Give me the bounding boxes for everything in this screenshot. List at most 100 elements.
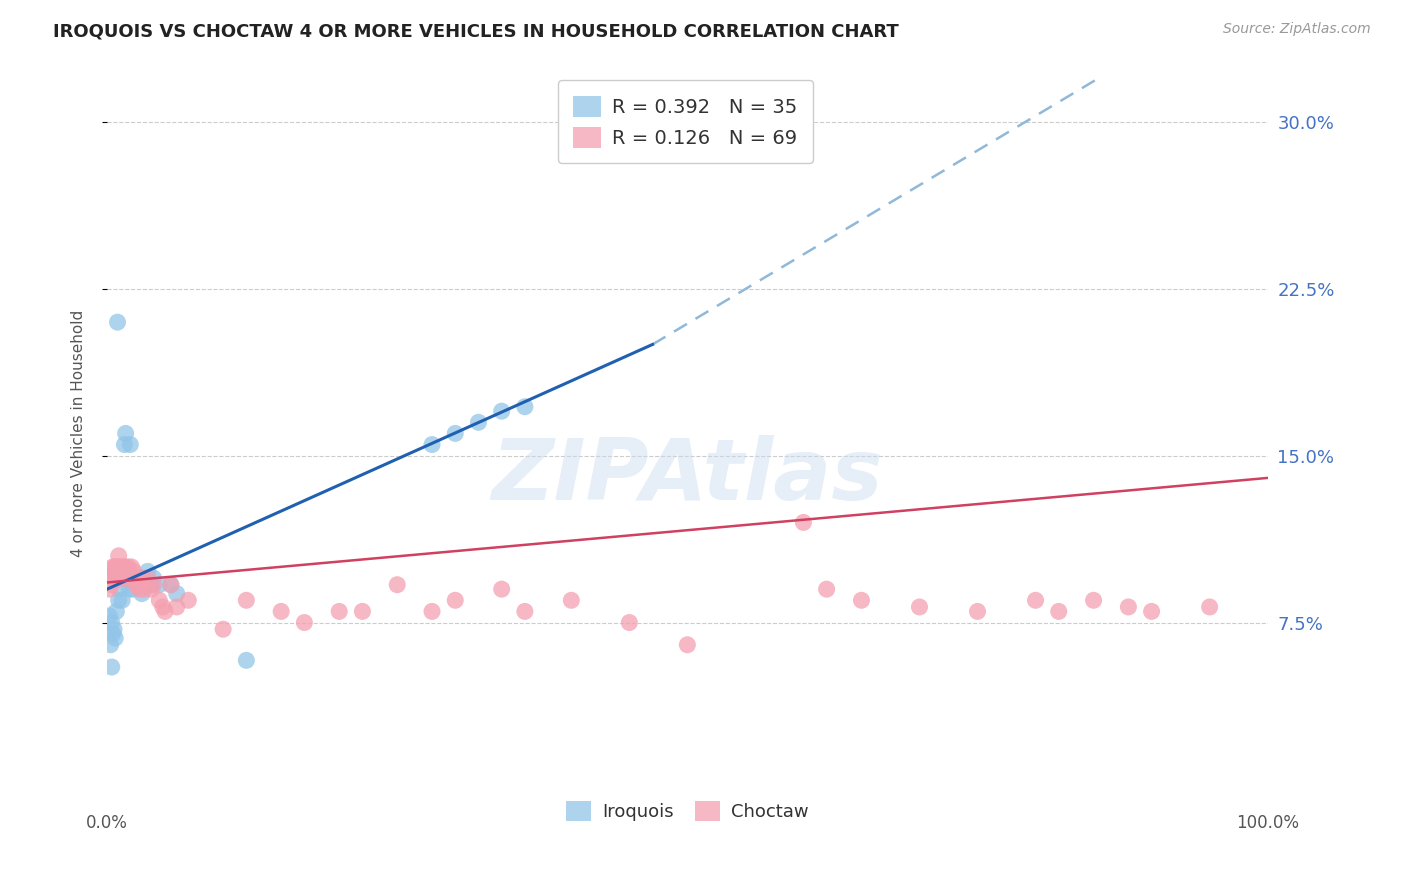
Text: Source: ZipAtlas.com: Source: ZipAtlas.com xyxy=(1223,22,1371,37)
Point xyxy=(153,604,176,618)
Point xyxy=(128,571,150,585)
Y-axis label: 4 or more Vehicles in Household: 4 or more Vehicles in Household xyxy=(72,310,86,557)
Point xyxy=(120,437,142,451)
Point xyxy=(101,571,124,585)
Point xyxy=(104,631,127,645)
Point xyxy=(142,571,165,585)
Point xyxy=(100,660,122,674)
Point xyxy=(815,582,838,596)
Point xyxy=(127,571,149,585)
Point xyxy=(105,604,128,618)
Point xyxy=(114,560,136,574)
Point xyxy=(114,437,136,451)
Point xyxy=(292,615,315,630)
Point xyxy=(444,593,467,607)
Point xyxy=(122,565,145,579)
Point xyxy=(114,560,136,574)
Point xyxy=(270,604,292,618)
Point xyxy=(148,593,170,607)
Point xyxy=(127,578,149,592)
Point xyxy=(1025,593,1047,607)
Point xyxy=(444,426,467,441)
Point xyxy=(110,571,132,585)
Point xyxy=(134,582,156,596)
Point xyxy=(100,615,122,630)
Point xyxy=(966,604,988,618)
Point xyxy=(1198,599,1220,614)
Point xyxy=(103,560,125,574)
Point xyxy=(235,593,257,607)
Point xyxy=(160,578,183,592)
Point xyxy=(131,586,153,600)
Legend: Iroquois, Choctaw: Iroquois, Choctaw xyxy=(557,792,818,830)
Point xyxy=(107,560,129,574)
Point xyxy=(212,622,235,636)
Point xyxy=(387,578,409,592)
Point xyxy=(114,426,136,441)
Point xyxy=(98,582,121,596)
Point xyxy=(120,571,142,585)
Point xyxy=(467,415,489,429)
Point xyxy=(1140,604,1163,618)
Point xyxy=(160,578,183,592)
Point xyxy=(851,593,873,607)
Point xyxy=(108,582,131,596)
Point xyxy=(121,571,143,585)
Point xyxy=(117,571,139,585)
Point xyxy=(619,615,641,630)
Point xyxy=(1083,593,1105,607)
Point xyxy=(328,604,350,618)
Point xyxy=(104,571,127,585)
Point xyxy=(107,593,129,607)
Point xyxy=(235,653,257,667)
Point xyxy=(100,578,122,592)
Point xyxy=(491,404,513,418)
Point xyxy=(103,571,125,585)
Point xyxy=(115,571,138,585)
Point xyxy=(101,560,124,574)
Point xyxy=(142,578,165,592)
Point xyxy=(792,516,814,530)
Point xyxy=(104,565,127,579)
Point xyxy=(136,571,159,585)
Point xyxy=(107,549,129,563)
Text: ZIPAtlas: ZIPAtlas xyxy=(492,434,883,517)
Point xyxy=(177,593,200,607)
Point xyxy=(107,315,129,329)
Point xyxy=(352,604,374,618)
Point xyxy=(420,437,443,451)
Point xyxy=(101,626,124,640)
Point xyxy=(107,571,129,585)
Point xyxy=(111,565,134,579)
Point xyxy=(112,571,135,585)
Point xyxy=(105,560,128,574)
Point xyxy=(108,560,131,574)
Point xyxy=(141,582,163,596)
Point xyxy=(118,565,141,579)
Point xyxy=(560,593,582,607)
Point xyxy=(141,578,163,592)
Point xyxy=(513,604,536,618)
Point xyxy=(513,400,536,414)
Point xyxy=(128,582,150,596)
Point xyxy=(166,586,188,600)
Point xyxy=(100,571,122,585)
Point xyxy=(148,578,170,592)
Point xyxy=(103,622,125,636)
Point xyxy=(105,571,128,585)
Point xyxy=(152,599,174,614)
Point xyxy=(491,582,513,596)
Point xyxy=(100,638,122,652)
Point xyxy=(114,565,136,579)
Point xyxy=(125,578,148,592)
Point xyxy=(420,604,443,618)
Text: 0.0%: 0.0% xyxy=(86,814,128,832)
Point xyxy=(111,593,134,607)
Point xyxy=(121,582,143,596)
Point xyxy=(125,578,148,592)
Point xyxy=(134,571,156,585)
Point xyxy=(131,571,153,585)
Point xyxy=(166,599,188,614)
Point xyxy=(676,638,699,652)
Point xyxy=(1118,599,1140,614)
